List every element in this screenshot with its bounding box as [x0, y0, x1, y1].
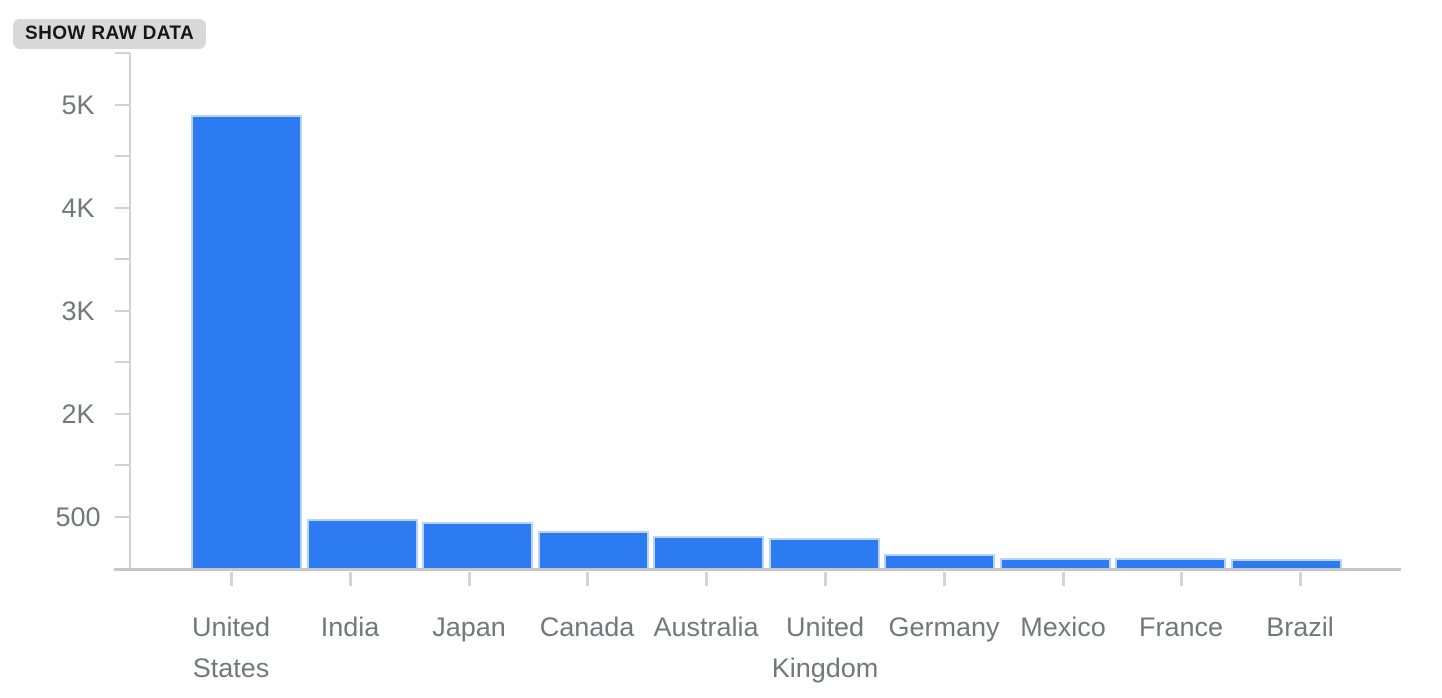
- y-axis-tick: [115, 206, 130, 209]
- bar-japan[interactable]: [422, 522, 533, 568]
- x-axis-tick: [349, 572, 352, 586]
- y-axis-tick: [115, 258, 130, 260]
- x-axis-label-india: India: [270, 607, 430, 648]
- x-axis-label-france: France: [1101, 607, 1261, 648]
- bar-united-states[interactable]: [191, 115, 302, 568]
- x-axis-label-mexico: Mexico: [983, 607, 1143, 648]
- show-raw-data-button[interactable]: SHOW RAW DATA: [13, 19, 207, 49]
- x-axis-label-united-kingdom: United Kingdom: [745, 607, 905, 689]
- x-axis-tick: [1062, 572, 1065, 586]
- bar-france[interactable]: [1115, 558, 1226, 568]
- y-axis-tick: [115, 155, 130, 157]
- x-axis-label-line: Australia: [653, 612, 759, 642]
- x-axis-label-line: Mexico: [1020, 612, 1106, 642]
- y-axis-tick: [115, 103, 130, 106]
- y-axis-tick: [115, 52, 130, 54]
- x-axis-label-line: Canada: [539, 612, 635, 642]
- x-axis-label-germany: Germany: [864, 607, 1024, 648]
- x-axis-label-line: Kingdom: [771, 653, 879, 683]
- x-axis-tick: [824, 572, 827, 586]
- x-axis-label-line: France: [1138, 612, 1224, 642]
- y-axis-tick-label: 3K: [61, 295, 95, 326]
- y-axis-tick: [115, 361, 130, 363]
- x-axis-tick: [943, 572, 946, 586]
- x-axis-label-line: United: [191, 612, 271, 642]
- x-axis-label-canada: Canada: [507, 607, 667, 648]
- x-axis-label-line: United: [785, 612, 865, 642]
- bar-india[interactable]: [307, 519, 418, 568]
- x-axis-label-line: India: [320, 612, 380, 642]
- y-axis-tick-label: 2K: [61, 398, 95, 429]
- y-axis-tick: [115, 515, 130, 518]
- x-axis-line: [114, 568, 1401, 571]
- y-axis-tick-label: 4K: [61, 192, 95, 223]
- x-axis-tick: [1299, 572, 1302, 586]
- x-axis-tick: [230, 572, 233, 586]
- x-axis-tick: [1180, 572, 1183, 586]
- y-axis-tick: [115, 309, 130, 312]
- x-axis-label-japan: Japan: [389, 607, 549, 648]
- bar-germany[interactable]: [884, 554, 995, 568]
- y-axis-line: [129, 53, 131, 570]
- x-axis-tick: [468, 572, 471, 586]
- x-axis-label-australia: Australia: [626, 607, 786, 648]
- bar-australia[interactable]: [653, 536, 764, 568]
- y-axis-tick: [115, 464, 130, 466]
- bar-canada[interactable]: [538, 531, 649, 568]
- bar-mexico[interactable]: [1000, 558, 1111, 568]
- bar-united-kingdom[interactable]: [769, 538, 880, 568]
- x-axis-label-line: Germany: [888, 612, 1000, 642]
- bar-brazil[interactable]: [1231, 559, 1342, 568]
- x-axis-label-united-states: United States: [151, 607, 311, 689]
- y-axis-tick: [115, 412, 130, 415]
- x-axis-label-brazil: Brazil: [1220, 607, 1380, 648]
- x-axis-tick: [586, 572, 589, 586]
- x-axis-label-line: States: [192, 653, 270, 683]
- y-axis-tick-label: 5K: [61, 89, 95, 120]
- x-axis-label-line: Japan: [432, 612, 506, 642]
- x-axis-label-line: Brazil: [1266, 612, 1334, 642]
- y-axis-tick-label: 500: [55, 501, 101, 532]
- x-axis-tick: [705, 572, 708, 586]
